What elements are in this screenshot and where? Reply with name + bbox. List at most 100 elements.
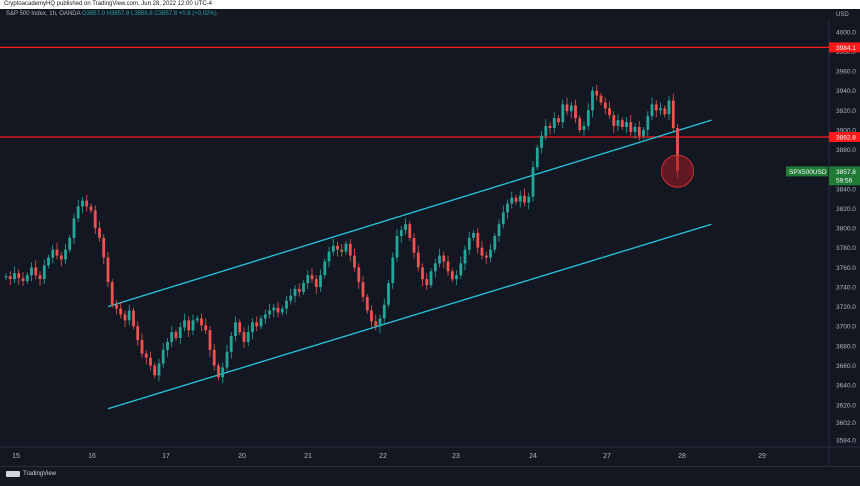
candle-body	[391, 257, 395, 283]
y-tick-label: 3920.0	[836, 108, 856, 115]
candle-body	[510, 197, 514, 204]
x-tick-label: 16	[88, 453, 96, 460]
y-tick-label: 3880.0	[836, 147, 856, 154]
candle-body	[268, 310, 271, 315]
candle-body	[501, 212, 505, 225]
candle-body	[276, 307, 280, 313]
candle-body	[518, 195, 522, 202]
candle-body	[319, 275, 322, 287]
candle-body	[480, 247, 484, 256]
symbol-tag	[786, 166, 828, 177]
y-tick-label: 3640.0	[836, 383, 856, 390]
candle-body	[38, 275, 42, 280]
publisher-text: CryptoacademyHQ published on TradingView…	[4, 1, 213, 7]
candle-body	[76, 206, 80, 219]
publisher-header: CryptoacademyHQ published on TradingView…	[0, 0, 860, 9]
candle-body	[433, 263, 437, 272]
time-axis[interactable]: 15 16 17 20 21 22 23 24 27 28 29	[12, 453, 766, 460]
candle-body	[382, 304, 386, 319]
candle-body	[263, 314, 267, 319]
candle-body	[348, 243, 352, 256]
candle-body	[13, 273, 16, 280]
candle-body	[331, 245, 335, 252]
candle-body	[467, 237, 471, 250]
candle-body	[514, 197, 518, 202]
candle-body	[310, 275, 314, 280]
candle-body	[72, 218, 76, 238]
candle-body	[21, 278, 25, 282]
candle-body	[297, 288, 301, 292]
candle-body	[633, 127, 637, 132]
channel-top-line	[107, 119, 712, 308]
candle-body	[531, 167, 535, 197]
candle-body	[442, 255, 446, 262]
channel-lines	[107, 119, 712, 410]
candle-body	[34, 267, 38, 276]
candle-body	[446, 261, 450, 272]
y-tick-label: 3900.0	[836, 127, 856, 134]
x-tick-label: 22	[379, 453, 387, 460]
candle-body	[506, 203, 509, 213]
x-tick-label: 23	[452, 453, 460, 460]
candle-body	[55, 249, 59, 256]
candle-body	[586, 110, 590, 126]
candle-body	[637, 127, 641, 136]
candle-body	[416, 252, 420, 268]
level-tag	[829, 132, 860, 142]
candle-body	[378, 318, 382, 327]
candle-body	[404, 224, 407, 231]
candle-body	[489, 249, 492, 258]
y-tick-label: 3700.0	[836, 324, 856, 331]
candle-body	[221, 367, 225, 378]
y-tick-label: 3680.0	[836, 343, 856, 350]
candle-body	[144, 353, 148, 358]
candle-body	[251, 322, 254, 333]
candle-body	[561, 104, 565, 123]
candle-body	[110, 282, 114, 305]
candle-body	[323, 261, 327, 276]
candle-body	[85, 200, 89, 207]
candle-body	[582, 126, 586, 130]
candle-body	[47, 257, 50, 266]
candle-body	[476, 233, 480, 248]
candle-body	[140, 340, 144, 354]
currency-label: USD	[836, 12, 849, 18]
candle-body	[98, 228, 101, 238]
candle-body	[344, 243, 348, 252]
candle-body	[174, 332, 178, 338]
y-tick-label: 4000.0	[836, 29, 856, 36]
y-tick-label: 3740.0	[836, 285, 856, 292]
candle-body	[365, 296, 369, 311]
tradingview-icon	[6, 471, 20, 477]
candle-body	[459, 263, 463, 276]
highlight-marker	[661, 154, 694, 188]
candle-body	[183, 320, 186, 328]
candle-body	[272, 307, 276, 311]
price-axis[interactable]: 3584.0 3602.0 3620.0 3640.0 3660.0 3680.0 3700…	[836, 29, 856, 444]
candle-body	[327, 251, 331, 262]
candle-body	[229, 336, 233, 352]
candle-body	[612, 115, 616, 126]
candle-body	[293, 288, 297, 296]
candles	[4, 84, 679, 384]
candle-body	[676, 128, 679, 172]
candle-body	[314, 279, 318, 287]
candle-body	[548, 126, 552, 128]
candle-body	[425, 279, 429, 285]
tradingview-logo[interactable]: TradingView	[6, 471, 56, 478]
candle-body	[127, 310, 131, 321]
y-tick-label: 3720.0	[836, 304, 856, 311]
candle-body	[30, 267, 33, 276]
candle-body	[51, 249, 55, 258]
candle-body	[8, 276, 12, 280]
candle-body	[569, 105, 573, 112]
footer: TradingView	[0, 466, 860, 486]
candle-body	[123, 314, 127, 321]
candle-body	[17, 273, 21, 279]
candle-body	[493, 235, 497, 250]
candle-body	[285, 300, 288, 309]
candle-body	[306, 275, 310, 284]
candle-body	[81, 200, 84, 207]
candle-body	[565, 104, 569, 112]
